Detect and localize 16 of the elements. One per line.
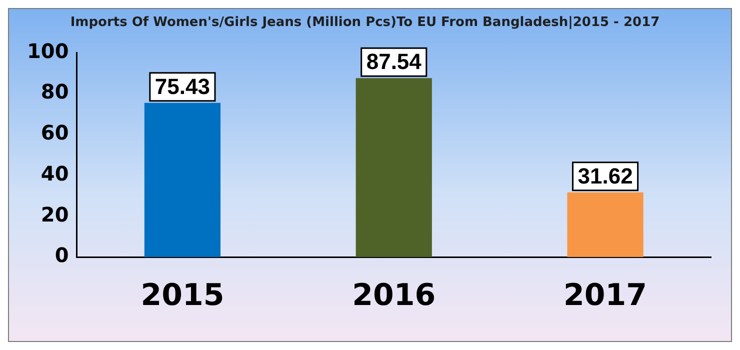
y-tick-label: 0 xyxy=(54,243,69,268)
x-tick-label: 2016 xyxy=(352,278,436,313)
x-tick-label: 2017 xyxy=(564,278,648,313)
bar xyxy=(356,78,432,257)
y-tick-label: 40 xyxy=(40,161,69,186)
data-label: 31.62 xyxy=(578,163,633,188)
data-label: 87.54 xyxy=(366,49,422,74)
y-tick-label: 100 xyxy=(27,38,69,63)
y-tick-label: 80 xyxy=(40,80,69,104)
bar xyxy=(567,192,644,257)
data-label: 75.43 xyxy=(154,74,210,99)
bar xyxy=(144,102,221,257)
chart-title: Imports Of Women's/Girls Jeans (Million Pcs)To EU From Bangladesh|2015 - 2017 xyxy=(70,15,660,30)
y-tick-label: 20 xyxy=(40,202,69,226)
x-tick-label: 2015 xyxy=(140,278,224,313)
y-tick-label: 60 xyxy=(40,120,69,145)
